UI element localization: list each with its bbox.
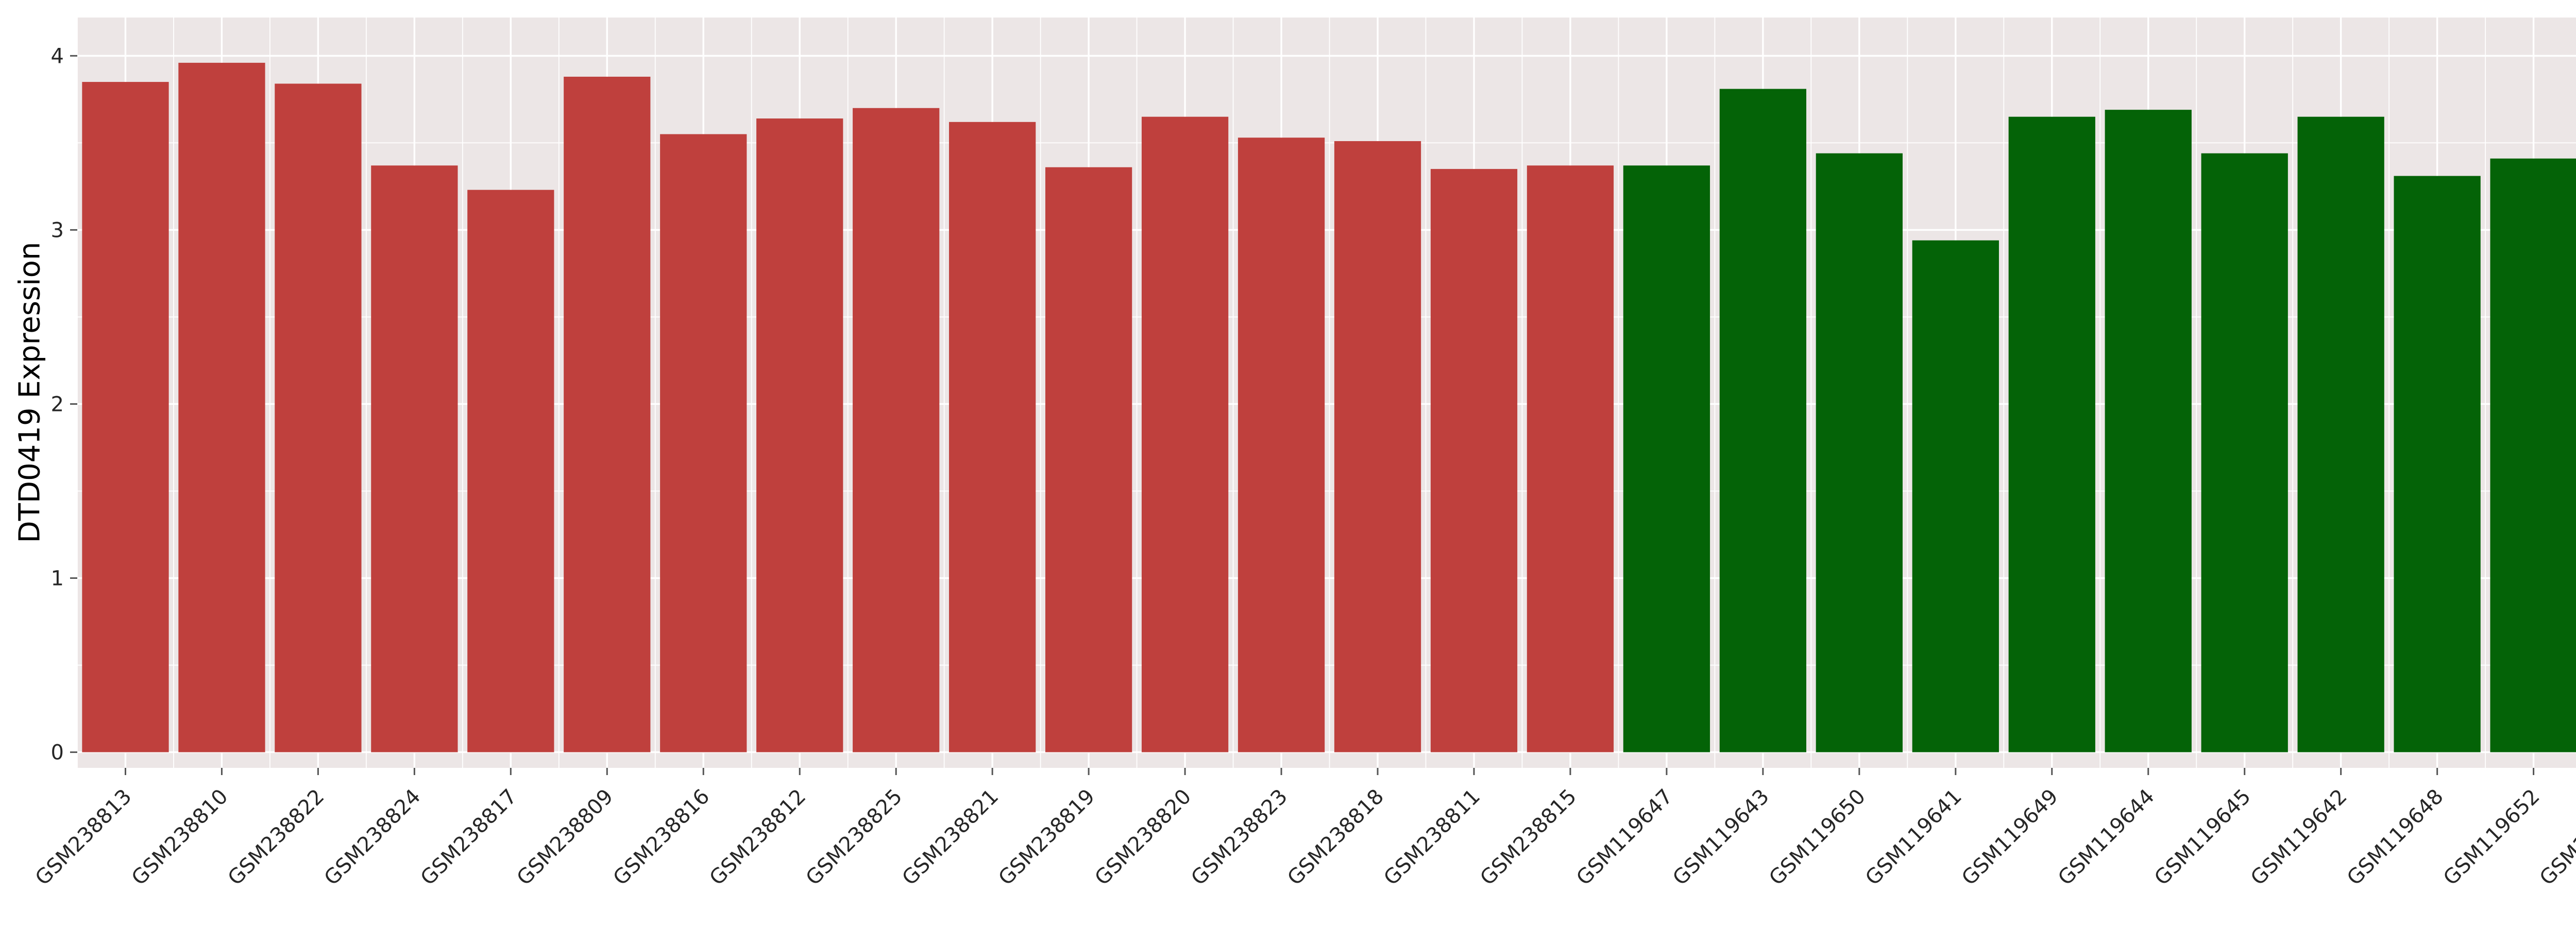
- x-tick-label: GSM119648: [2343, 785, 2448, 890]
- bar-GSM119643: [1719, 89, 1807, 752]
- x-tick-label: GSM238821: [897, 785, 1003, 890]
- bar-GSM119648: [2394, 176, 2481, 752]
- y-tick-label: 0: [51, 741, 64, 765]
- bar-GSM238815: [1527, 165, 1614, 752]
- x-tick-label: GSM238810: [127, 785, 233, 890]
- bar-GSM119644: [2105, 110, 2192, 752]
- x-tick-label: GSM238816: [609, 785, 715, 890]
- x-tick-label: GSM238817: [416, 785, 522, 890]
- bar-GSM238811: [1430, 169, 1518, 752]
- x-tick-label: GSM119642: [2246, 785, 2352, 890]
- bar-GSM238809: [564, 76, 651, 752]
- x-tick-label: GSM119643: [1668, 785, 1774, 890]
- y-tick-label: 3: [51, 218, 64, 242]
- bar-GSM238817: [467, 190, 554, 752]
- bar-GSM238816: [660, 134, 747, 752]
- bar-GSM238818: [1334, 141, 1421, 752]
- x-tick-label: GSM119649: [1957, 785, 2063, 890]
- bar-GSM119645: [2201, 153, 2288, 752]
- bar-GSM119642: [2297, 116, 2384, 752]
- x-tick-label: GSM238813: [31, 785, 137, 890]
- x-tick-label: GSM238811: [1379, 785, 1485, 890]
- x-tick-label: GSM238823: [1187, 785, 1292, 890]
- bar-GSM238813: [82, 82, 169, 752]
- x-tick-label: GSM119644: [2054, 785, 2159, 890]
- bar-GSM238812: [756, 118, 843, 752]
- bar-GSM238810: [178, 62, 265, 752]
- x-tick-label: GSM238812: [705, 785, 811, 890]
- x-tick-label: GSM238820: [1090, 785, 1196, 890]
- bar-GSM119649: [2008, 116, 2095, 752]
- bar-GSM119647: [1623, 165, 1710, 752]
- y-axis-label: DTD0419 Expression: [13, 242, 47, 543]
- bar-GSM119652: [2490, 158, 2576, 752]
- bar-GSM238819: [1045, 167, 1132, 752]
- bar-GSM238824: [371, 165, 458, 752]
- x-tick-label: GSM119641: [1861, 785, 1967, 890]
- x-tick-label: GSM238825: [801, 785, 907, 890]
- x-tick-label: GSM119645: [2150, 785, 2256, 890]
- x-tick-label: GSM238819: [994, 785, 1099, 890]
- y-tick-label: 2: [51, 392, 64, 416]
- y-tick-label: 4: [51, 44, 64, 68]
- bar-GSM238825: [853, 108, 940, 752]
- bar-GSM119650: [1816, 153, 1903, 752]
- x-tick-label: GSM119652: [2439, 785, 2545, 890]
- bar-GSM238822: [275, 83, 362, 752]
- y-tick-label: 1: [51, 567, 64, 591]
- x-tick-label: GSM238822: [224, 785, 329, 890]
- x-tick-label: GSM119647: [1572, 785, 1677, 890]
- bar-GSM119641: [1912, 240, 1999, 752]
- x-tick-label: GSM238818: [1283, 785, 1388, 890]
- bar-GSM238821: [949, 122, 1036, 752]
- x-tick-label: GSM238809: [513, 785, 618, 890]
- x-tick-label: GSM238815: [1476, 785, 1581, 890]
- x-tick-label: GSM238824: [320, 785, 426, 890]
- bar-GSM238820: [1141, 116, 1229, 752]
- x-tick-label: GSM119650: [1765, 785, 1870, 890]
- bar-GSM238823: [1238, 138, 1325, 752]
